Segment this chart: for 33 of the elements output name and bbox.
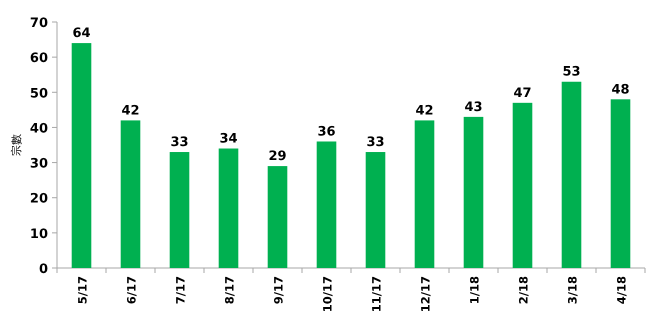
data-label: 34 [219, 132, 238, 147]
x-tick-label: 3/18 [566, 276, 580, 304]
y-tick-label: 10 [30, 226, 48, 242]
x-tick-label: 6/17 [124, 276, 138, 304]
x-tick-label: 11/17 [370, 276, 384, 312]
y-tick-label: 30 [30, 156, 48, 172]
data-label: 33 [170, 135, 189, 150]
y-axis-title: 宗數 [10, 134, 23, 156]
y-tick-label: 70 [30, 16, 48, 31]
data-label: 36 [317, 124, 336, 140]
x-tick-label: 5/17 [76, 276, 90, 304]
data-label: 47 [513, 86, 532, 101]
y-tick-label: 50 [30, 86, 48, 102]
x-tick-label: 7/17 [174, 276, 188, 304]
x-tick-label: 1/18 [468, 276, 482, 304]
x-tick-label: 9/17 [272, 276, 286, 304]
y-tick-label: 60 [30, 51, 48, 66]
x-tick-label: 2/18 [516, 276, 530, 304]
x-tick-label: 4/18 [614, 276, 628, 304]
y-tick-label: 40 [30, 121, 48, 136]
x-tick-label: 8/17 [222, 276, 236, 304]
x-tick-label: 12/17 [418, 276, 432, 312]
data-label: 48 [611, 82, 630, 98]
data-label: 42 [121, 103, 140, 118]
data-label: 64 [72, 26, 91, 42]
y-tick-label: 0 [38, 262, 48, 277]
data-label: 33 [366, 135, 385, 150]
data-label: 43 [464, 100, 483, 115]
y-tick-label: 20 [30, 192, 48, 207]
data-label: 29 [268, 149, 287, 164]
x-tick-label: 10/17 [320, 276, 334, 312]
data-label: 53 [562, 64, 581, 80]
data-label: 42 [415, 103, 434, 118]
